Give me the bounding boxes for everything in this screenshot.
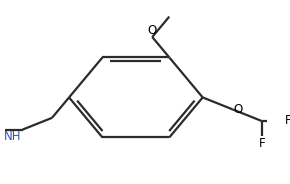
Text: O: O [233,102,242,116]
Text: O: O [148,24,157,37]
Text: NH: NH [4,130,21,143]
Text: F: F [258,137,265,150]
Text: F: F [284,114,290,128]
